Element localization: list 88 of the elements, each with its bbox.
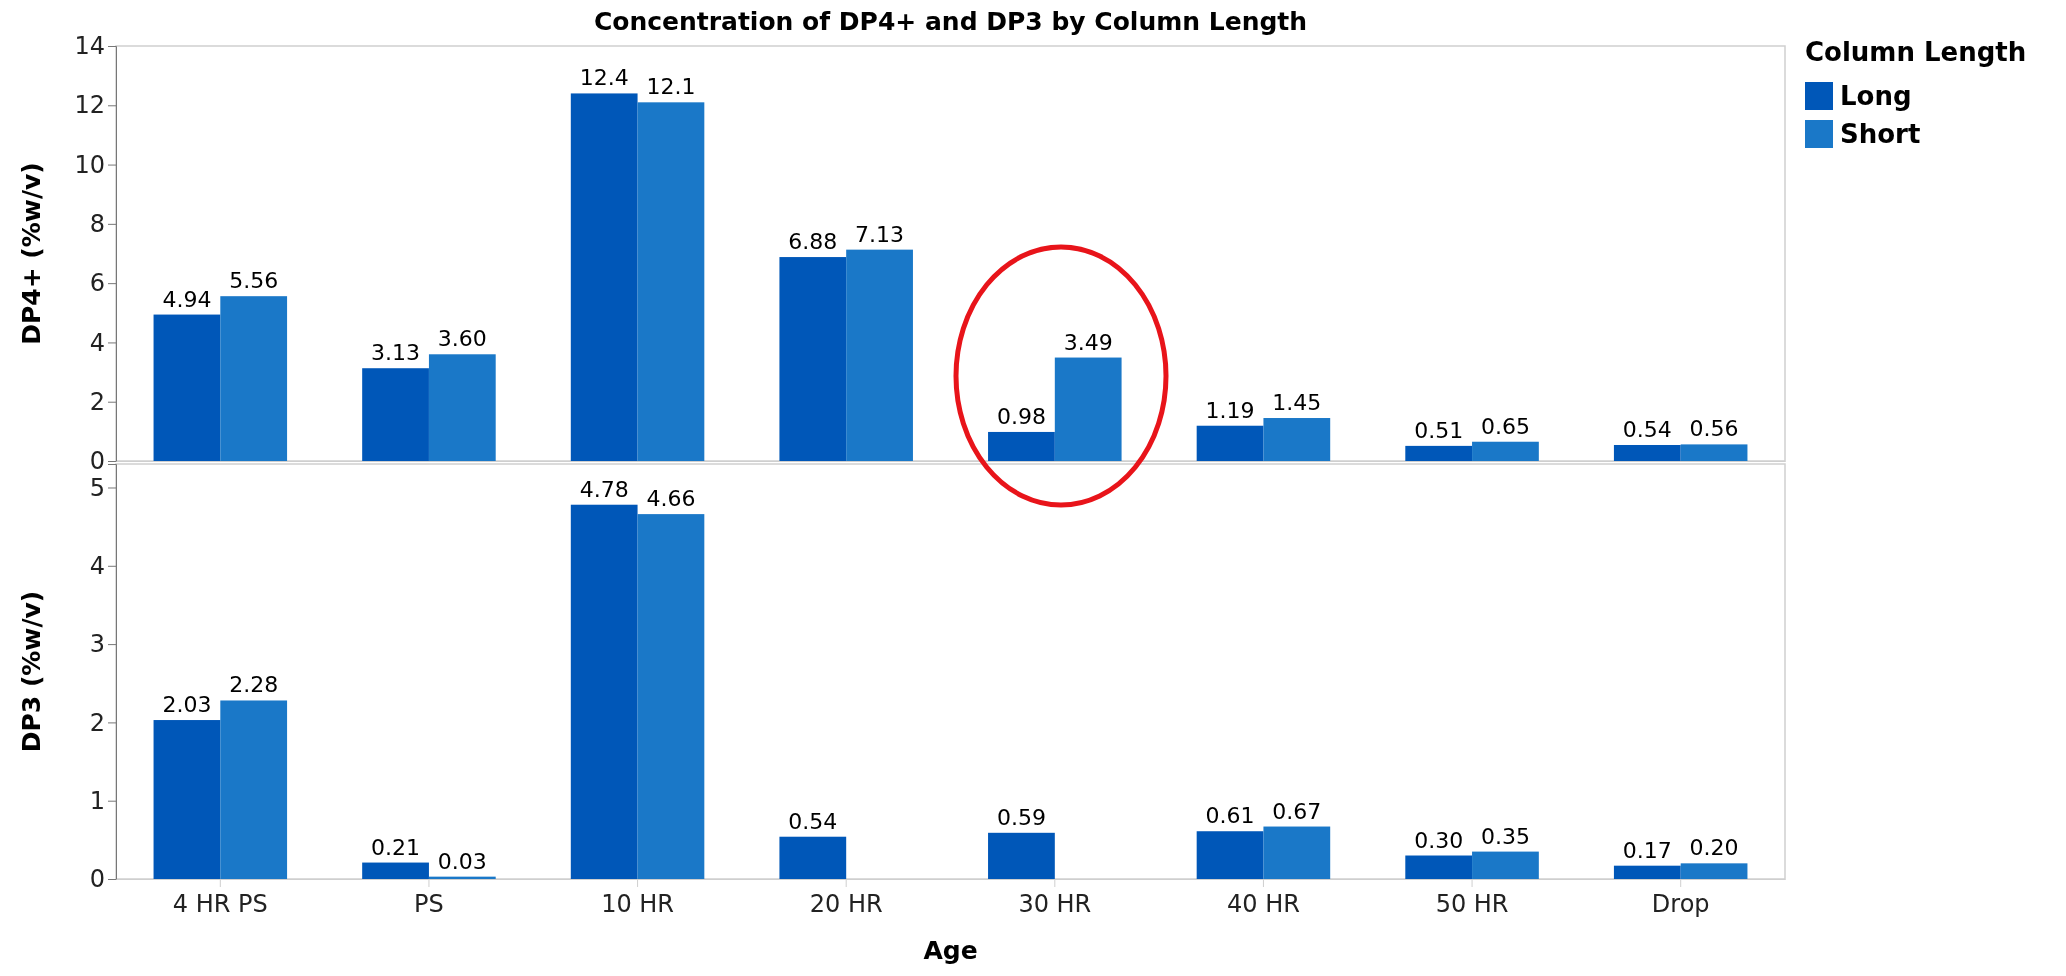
data-label: 0.65	[1480, 413, 1530, 439]
bar	[988, 832, 1055, 879]
data-label: 0.61	[1205, 803, 1255, 829]
bar	[1405, 445, 1473, 461]
data-label: 1.45	[1272, 390, 1322, 416]
data-label: 0.20	[1689, 835, 1739, 861]
bar	[1054, 357, 1122, 461]
y-tick-label: 4	[89, 551, 105, 580]
legend-label: Long	[1840, 81, 1912, 112]
bar	[570, 93, 638, 461]
y-tick-label: 5	[89, 473, 105, 502]
data-label: 0.30	[1414, 827, 1464, 853]
data-label: 0.03	[437, 848, 487, 874]
bar	[220, 296, 288, 461]
y-tick-label: 0	[89, 865, 105, 894]
data-label: 2.03	[162, 692, 212, 718]
bar	[1263, 826, 1331, 879]
data-label: 4.78	[579, 476, 629, 502]
bar	[1680, 863, 1748, 879]
x-tick-label: 4 HR PS	[172, 889, 268, 918]
y-tick-label: 6	[89, 269, 105, 298]
data-label: 12.1	[646, 74, 696, 100]
data-label: 0.67	[1272, 798, 1322, 824]
data-label: 0.56	[1689, 416, 1739, 442]
data-label: 3.13	[371, 340, 421, 366]
bar	[779, 257, 847, 461]
x-tick-label: 10 HR	[601, 889, 675, 918]
data-label: 3.60	[437, 326, 487, 352]
data-label: 4.94	[162, 286, 212, 312]
bar	[1405, 855, 1473, 879]
data-label: 0.17	[1622, 837, 1672, 863]
x-tick-label: 50 HR	[1435, 889, 1509, 918]
y-tick-label: 4	[89, 328, 105, 357]
y-tick-label: 0	[89, 447, 105, 476]
y-tick-label: 14	[74, 32, 105, 61]
x-tick-label: Drop	[1651, 889, 1710, 918]
bar	[428, 354, 496, 461]
bar	[1196, 831, 1264, 879]
bar	[362, 862, 429, 879]
legend-label: Short	[1840, 119, 1921, 150]
bar	[1472, 851, 1539, 879]
bar	[1680, 444, 1748, 461]
x-tick-label: 40 HR	[1226, 889, 1300, 918]
y-tick-label: 2	[89, 387, 105, 416]
bar	[1613, 865, 1681, 879]
bar	[779, 836, 847, 879]
bar	[570, 504, 638, 879]
data-label: 2.28	[229, 672, 279, 698]
x-tick-label: 30 HR	[1018, 889, 1092, 918]
bar	[637, 514, 705, 879]
bar	[988, 431, 1055, 461]
data-label: 0.51	[1414, 417, 1464, 443]
y-axis-title: DP3 (%w/v)	[17, 590, 46, 753]
data-label: 5.56	[229, 268, 279, 294]
bar	[1472, 441, 1539, 461]
x-tick-label: 20 HR	[809, 889, 883, 918]
bar	[362, 368, 429, 461]
bar	[1263, 418, 1331, 461]
bar	[153, 314, 221, 461]
y-tick-label: 8	[89, 210, 105, 239]
y-tick-label: 3	[89, 630, 105, 659]
chart-title: Concentration of DP4+ and DP3 by Column Length	[593, 7, 1308, 36]
data-label: 0.54	[788, 808, 838, 834]
legend-title: Column Length	[1805, 36, 2027, 67]
bar	[637, 102, 705, 461]
data-label: 6.88	[788, 229, 838, 255]
data-label: 7.13	[855, 221, 905, 247]
y-tick-label: 10	[74, 150, 105, 179]
data-label: 0.59	[996, 804, 1046, 830]
y-tick-label: 1	[89, 786, 105, 815]
y-tick-label: 12	[74, 91, 105, 120]
x-tick-label: PS	[414, 889, 444, 918]
bar	[1196, 425, 1264, 461]
data-label: 3.49	[1063, 329, 1113, 355]
bar	[1613, 444, 1681, 461]
data-label: 0.98	[996, 403, 1046, 429]
data-label: 0.35	[1480, 823, 1530, 849]
bar	[220, 700, 288, 879]
bar	[846, 249, 913, 461]
data-label: 0.21	[371, 834, 421, 860]
y-tick-label: 2	[89, 708, 105, 737]
data-label: 4.66	[646, 486, 696, 512]
data-label: 12.4	[579, 65, 629, 91]
data-label: 0.54	[1622, 416, 1672, 442]
data-label: 1.19	[1205, 397, 1255, 423]
bar	[153, 720, 221, 879]
x-axis-title: Age	[923, 936, 978, 965]
y-axis-title: DP4+ (%w/v)	[17, 162, 46, 345]
